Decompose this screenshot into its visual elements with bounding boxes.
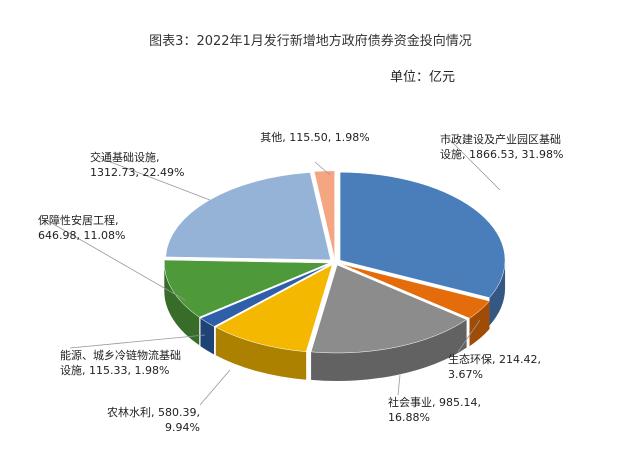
slice-label: 社会事业, 985.14, 16.88% — [388, 396, 481, 424]
slice-label: 农林水利, 580.39, 9.94% — [107, 406, 200, 434]
slice-side — [469, 301, 490, 347]
slice-side — [489, 260, 506, 326]
slice — [339, 172, 506, 298]
slice-label: 保障性安居工程, 646.98, 11.08% — [38, 214, 126, 242]
slice — [310, 264, 468, 354]
leader-line — [199, 369, 231, 406]
slice — [164, 259, 330, 318]
leader-line — [69, 334, 206, 349]
leader-line — [47, 220, 186, 301]
chart-title: 图表3：2022年1月发行新增地方政府债券资金投向情况 — [149, 34, 472, 49]
slice — [165, 172, 331, 261]
slice-label: 市政建设及产业园区基础设施, 1866.53, 31.98% — [440, 133, 564, 161]
slice-label: 能源、城乡冷链物流基础设施, 115.33, 1.98% — [60, 349, 181, 377]
slice-label: 其他, 115.50, 1.98% — [260, 131, 370, 144]
slice-side — [164, 262, 200, 346]
leader-line — [314, 161, 331, 176]
unit-label: 单位：亿元 — [390, 70, 456, 85]
slice — [199, 263, 331, 327]
slice — [313, 170, 335, 259]
slice-side — [215, 327, 307, 380]
slice-label: 交通基础设施, 1312.73, 22.49% — [90, 151, 185, 179]
leader-line — [457, 319, 481, 353]
leader-line — [449, 139, 501, 191]
slice — [215, 264, 333, 353]
leader-line — [99, 157, 211, 201]
slice-side — [200, 318, 215, 355]
slice-label: 生态环保, 214.42, 3.67% — [448, 353, 541, 381]
slice — [340, 263, 490, 319]
slice-side — [311, 319, 467, 381]
leader-line — [397, 374, 401, 396]
